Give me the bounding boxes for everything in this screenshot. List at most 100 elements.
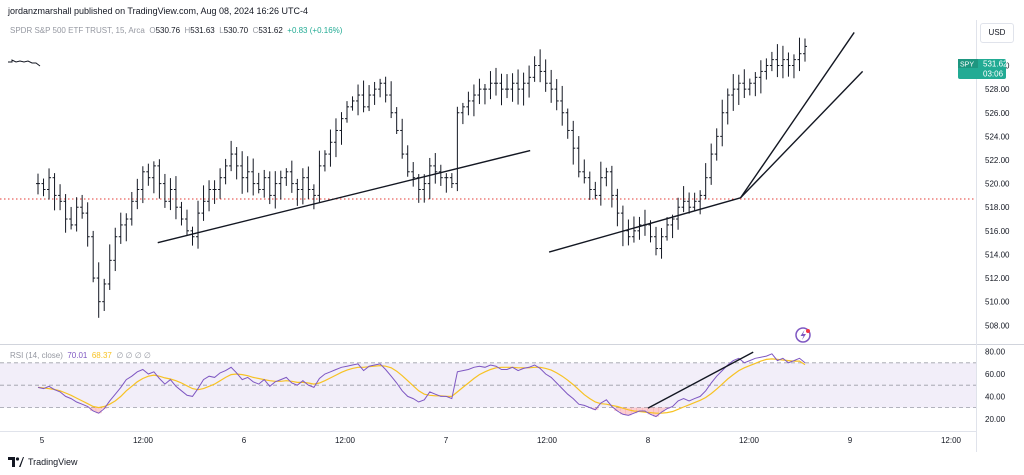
trendline: [548, 197, 741, 253]
ohlc-bar: [262, 169, 267, 198]
ohlc-bar: [532, 56, 537, 82]
time-tick-label: 12:00: [335, 436, 356, 445]
ohlc-bar: [769, 51, 774, 72]
ohlc-bar: [223, 158, 228, 185]
ohlc-bar: [427, 157, 432, 200]
footer-brand[interactable]: TradingView: [8, 457, 78, 467]
ohlc-bar: [758, 60, 763, 94]
ohlc-bar: [102, 278, 107, 311]
alert-icon[interactable]: [795, 327, 811, 343]
ohlc-bar: [571, 120, 576, 165]
rsi-tick-label: 80.00: [985, 348, 1006, 357]
rsi-value: 70.01: [67, 351, 88, 360]
ohlc-bar: [560, 85, 565, 126]
ohlc-bar: [389, 81, 394, 119]
currency-button[interactable]: USD: [980, 23, 1014, 43]
ohlc-bar: [433, 153, 438, 184]
footer-brand-label: TradingView: [28, 457, 78, 467]
ohlc-bar: [383, 76, 388, 103]
ohlc-bar: [345, 101, 350, 123]
ohlc-bar: [168, 178, 173, 211]
price-tag-symbol-box: [958, 59, 978, 68]
ohlc-bar: [411, 162, 416, 187]
ohlc-bar: [91, 230, 96, 283]
rsi-oversold-fill: [641, 407, 648, 411]
price-tag-symbol: SPY: [960, 62, 974, 69]
rsi-legend: RSI (14, close) 70.01 68.37 ∅ ∅ ∅ ∅: [10, 351, 151, 360]
rsi-oversold-fill: [647, 407, 654, 415]
ohlc-bar: [720, 99, 725, 147]
main-price-pane[interactable]: [0, 32, 976, 318]
ohlc-bar: [681, 186, 686, 213]
rsi-ma-value: 68.37: [91, 351, 112, 360]
ohlc-bar: [505, 74, 510, 99]
ohlc-bar: [631, 216, 636, 243]
ohlc-bar: [604, 167, 609, 187]
time-tick-label: 5: [40, 436, 45, 445]
tradingview-logo-icon: [8, 457, 24, 467]
ohlc-bar: [245, 156, 250, 193]
trendline: [740, 32, 855, 199]
ohlc-bar: [333, 118, 338, 158]
ohlc-bar: [295, 178, 300, 206]
ohlc-bar: [240, 151, 245, 194]
ohlc-bar: [361, 80, 366, 113]
ohlc-bar: [74, 197, 79, 232]
ohlc-bar: [764, 58, 769, 80]
ohlc-bar: [543, 59, 548, 92]
ohlc-bar: [471, 84, 476, 117]
ohlc-bar: [460, 102, 465, 125]
ohlc-bar: [63, 194, 68, 233]
ohlc-bar: [80, 194, 85, 219]
ohlc-bar: [493, 67, 498, 96]
rsi-pane[interactable]: [0, 351, 976, 418]
ohlc-bar: [753, 72, 758, 97]
ohlc-bar: [405, 145, 410, 177]
change-value: +0.83 (+0.16%): [287, 26, 343, 35]
ohlc-bar: [278, 170, 283, 200]
ohlc-bar: [284, 168, 289, 186]
ohlc-bar: [151, 161, 156, 194]
ohlc-bar: [234, 147, 239, 180]
early-bars-fragment: [8, 59, 41, 67]
price-tick-label: 514.00: [985, 250, 1010, 259]
ohlc-bar: [218, 168, 223, 199]
ohlc-bar: [736, 74, 741, 105]
ohlc-bar: [565, 108, 570, 139]
price-tick-label: 524.00: [985, 132, 1010, 141]
ohlc-bar: [289, 160, 294, 193]
ohlc-bar: [698, 190, 703, 215]
ohlc-bar: [466, 91, 471, 116]
price-tick-label: 508.00: [985, 321, 1010, 330]
ohlc-bar: [306, 166, 311, 200]
ohlc-bar: [179, 201, 184, 226]
ohlc-bar: [692, 192, 697, 212]
rsi-oversold-fill: [90, 407, 97, 411]
ohlc-bar: [725, 88, 730, 125]
ohlc-bar: [687, 192, 692, 214]
ohlc-bar: [162, 173, 167, 208]
ohlc-bar: [527, 65, 532, 98]
ohlc-bar: [350, 96, 355, 111]
ohlc-bar: [637, 216, 642, 240]
price-tick-label: 526.00: [985, 109, 1010, 118]
ohlc-bar: [747, 78, 752, 96]
rsi-label: RSI (14, close): [10, 351, 63, 360]
rsi-oversold-fill: [592, 407, 599, 410]
low-value: 530.70: [223, 26, 249, 35]
price-tick-label: 516.00: [985, 227, 1010, 236]
ohlc-bar: [780, 45, 785, 79]
rsi-extra-values: ∅ ∅ ∅ ∅: [116, 351, 151, 360]
price-tag-countdown: 03:06: [983, 70, 1004, 79]
ohlc-bar: [576, 136, 581, 178]
ohlc-bar: [58, 184, 63, 211]
ohlc-bar: [113, 227, 118, 272]
ohlc-bar: [378, 78, 383, 98]
rsi-line: [37, 353, 806, 418]
ohlc-bar: [659, 227, 664, 259]
low-label: L: [219, 26, 224, 35]
ohlc-bar: [124, 213, 129, 242]
ohlc-bar: [251, 158, 256, 196]
ohlc-bar: [157, 159, 162, 199]
